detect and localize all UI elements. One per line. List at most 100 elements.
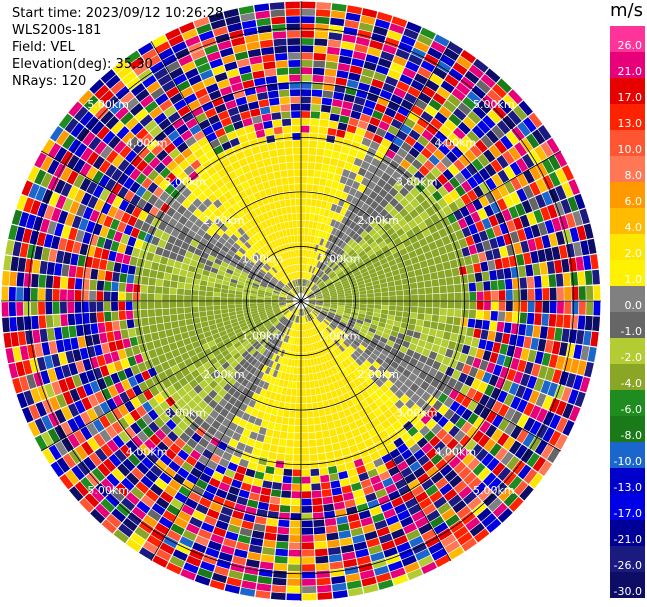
velocity-gate — [318, 364, 324, 372]
velocity-gate — [155, 346, 165, 356]
velocity-gate — [295, 411, 301, 418]
velocity-gate — [276, 371, 282, 379]
velocity-gate — [273, 330, 280, 337]
velocity-gate — [584, 361, 594, 378]
velocity-gate — [408, 372, 418, 383]
velocity-gate — [391, 269, 400, 276]
velocity-gate — [534, 440, 548, 456]
velocity-gate — [470, 253, 480, 264]
velocity-gate — [283, 350, 288, 358]
velocity-gate — [260, 554, 275, 563]
velocity-gate — [178, 319, 187, 327]
velocity-gate — [464, 70, 480, 85]
velocity-gate — [424, 535, 440, 548]
velocity-gate — [319, 323, 326, 330]
velocity-gate — [208, 389, 218, 399]
velocity-gate — [319, 119, 329, 128]
velocity-gate — [534, 351, 544, 365]
velocity-gate — [328, 271, 336, 278]
velocity-gate — [393, 410, 404, 420]
velocity-gate — [512, 312, 520, 324]
velocity-gate — [436, 428, 448, 440]
velocity-gate — [389, 208, 399, 218]
velocity-gate — [323, 209, 330, 217]
velocity-gate — [285, 311, 291, 318]
velocity-gate — [312, 82, 324, 90]
velocity-gate — [329, 261, 336, 268]
velocity-gate — [403, 522, 418, 535]
velocity-gate — [364, 224, 374, 234]
velocity-gate — [302, 564, 316, 572]
velocity-gate — [62, 453, 77, 469]
velocity-gate — [418, 497, 433, 510]
velocity-gate — [336, 214, 344, 223]
velocity-gate — [534, 145, 548, 161]
velocity-gate — [254, 516, 267, 525]
velocity-gate — [273, 126, 283, 135]
velocity-gate — [206, 286, 214, 292]
velocity-gate — [335, 456, 345, 466]
velocity-gate — [332, 212, 340, 221]
velocity-gate — [301, 169, 308, 177]
velocity-gate — [489, 320, 498, 332]
velocity-gate — [327, 269, 334, 276]
velocity-gate — [393, 454, 405, 466]
velocity-gate — [289, 321, 293, 329]
velocity-gate — [235, 301, 242, 305]
velocity-gate — [396, 290, 404, 296]
velocity-gate — [354, 496, 367, 506]
velocity-gate — [420, 188, 432, 199]
velocity-gate — [444, 540, 461, 554]
velocity-gate — [341, 485, 353, 494]
velocity-gate — [340, 544, 355, 554]
velocity-gate — [271, 112, 282, 121]
velocity-gate — [317, 316, 323, 322]
velocity-gate — [519, 485, 534, 501]
velocity-gate — [200, 561, 216, 572]
velocity-gate — [301, 118, 310, 126]
velocity-gate — [333, 91, 345, 101]
velocity-gate — [207, 315, 215, 321]
velocity-gate — [461, 180, 473, 193]
velocity-gate — [61, 406, 73, 421]
velocity-gate — [443, 420, 455, 433]
velocity-gate — [322, 291, 330, 296]
velocity-gate — [349, 520, 362, 530]
velocity-gate — [409, 282, 418, 290]
velocity-gate — [160, 337, 169, 347]
velocity-gate — [379, 336, 388, 344]
velocity-gate — [435, 329, 444, 339]
velocity-gate — [263, 435, 273, 444]
velocity-gate — [274, 393, 282, 402]
velocity-gate — [308, 303, 315, 307]
velocity-gate — [421, 266, 430, 275]
velocity-gate — [463, 471, 477, 485]
velocity-gate — [351, 428, 361, 438]
velocity-gate — [350, 342, 358, 350]
velocity-gate — [200, 421, 211, 432]
velocity-gate — [407, 86, 421, 98]
velocity-gate — [515, 384, 526, 399]
velocity-gate — [417, 454, 430, 466]
velocity-gate — [321, 393, 328, 401]
velocity-gate — [301, 462, 310, 469]
velocity-gate — [371, 257, 379, 264]
velocity-gate — [473, 482, 487, 496]
velocity-gate — [341, 280, 349, 285]
velocity-gate — [265, 307, 273, 311]
velocity-gate — [70, 337, 79, 350]
velocity-gate — [60, 276, 68, 289]
velocity-gate — [310, 250, 315, 258]
velocity-gate — [158, 516, 173, 529]
velocity-gate — [326, 532, 339, 541]
velocity-gate — [301, 338, 304, 345]
velocity-gate — [358, 344, 367, 352]
velocity-gate — [266, 458, 276, 467]
velocity-gate — [252, 340, 260, 348]
velocity-gate — [458, 238, 468, 249]
velocity-gate — [174, 491, 188, 504]
velocity-gate — [564, 301, 572, 315]
velocity-gate — [240, 325, 249, 331]
velocity-gate — [111, 291, 119, 301]
velocity-gate — [497, 432, 510, 447]
